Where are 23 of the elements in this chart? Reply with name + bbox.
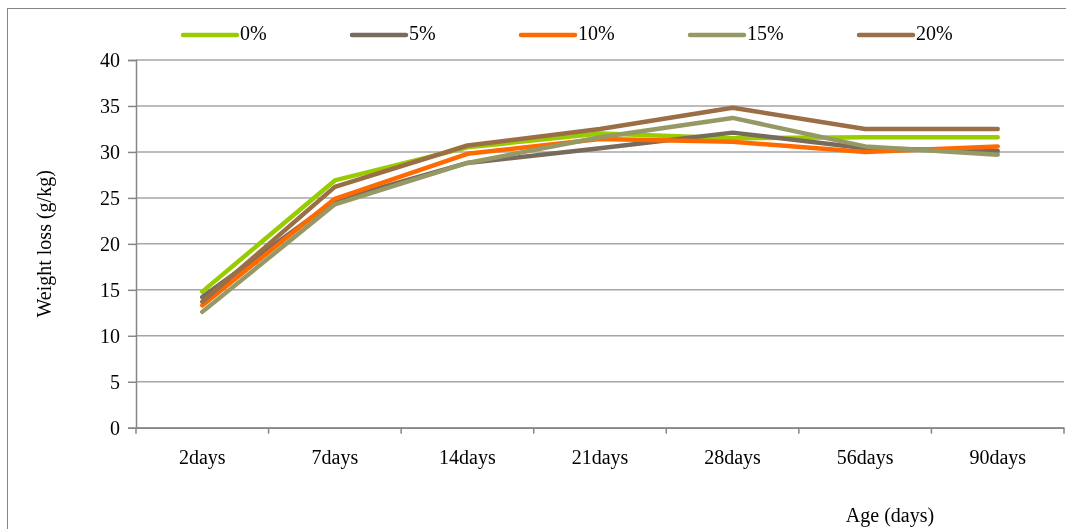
legend-label: 5% (409, 21, 436, 44)
y-tick-label: 0 (110, 416, 120, 439)
x-tick-label: 14days (439, 445, 496, 469)
legend-label: 0% (240, 21, 267, 44)
y-tick-label: 10 (100, 324, 120, 347)
x-tick-label: 90days (969, 445, 1027, 469)
y-tick-label: 40 (100, 48, 120, 71)
y-tick-label: 30 (100, 140, 120, 163)
y-tick-label: 15 (100, 278, 120, 301)
x-tick-label: 28days (704, 445, 762, 469)
legend-label: 20% (916, 21, 953, 44)
x-tick-label: 21days (571, 445, 629, 469)
legend-label: 15% (747, 21, 784, 44)
x-tick-label: 2days (178, 445, 226, 469)
y-axis-title: Weight loss (g/kg) (32, 170, 56, 318)
y-tick-label: 20 (100, 232, 120, 255)
legend-label: 10% (578, 21, 615, 44)
x-tick-label: 7days (311, 445, 359, 469)
x-axis-title: Age (days) (845, 504, 935, 527)
y-tick-label: 25 (100, 186, 120, 209)
y-tick-label: 35 (100, 94, 120, 117)
x-tick-label: 56days (836, 445, 894, 469)
y-tick-label: 5 (110, 370, 120, 393)
